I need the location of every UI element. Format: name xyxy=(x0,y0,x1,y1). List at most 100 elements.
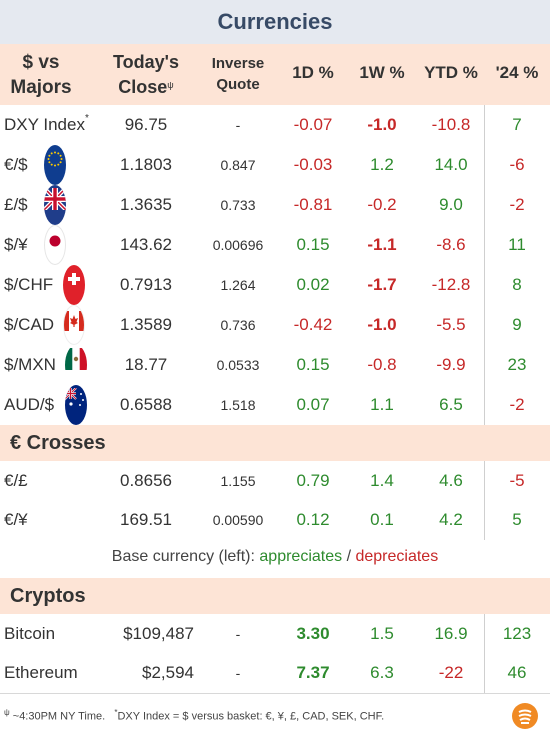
change-ytd: 4.6 xyxy=(439,471,463,490)
change-ytd: -10.8 xyxy=(431,115,471,134)
table-row-usdchf: $/CHF 0.7913 1.264 0.02 -1.7 -12.8 8 xyxy=(0,265,550,305)
inverse-value: 0.0533 xyxy=(216,357,260,373)
close-value: 96.75 xyxy=(124,115,168,134)
change-1d: -0.03 xyxy=(293,155,333,174)
change-2024: 9 xyxy=(512,315,522,334)
inverse-value: - xyxy=(235,665,241,681)
inverse-value: 0.00590 xyxy=(212,512,264,528)
change-1w: -0.2 xyxy=(367,195,397,214)
table-row-eurjpy: €/¥ 169.51 0.00590 0.12 0.1 4.2 5 xyxy=(0,500,550,540)
table-row-audusd: AUD/$ 0.6588 1.518 0.07 1.1 6.5 -2 xyxy=(0,385,550,425)
table-row-usdmxn: $/MXN 18.77 0.0533 0.15 -0.8 -9.9 23 xyxy=(0,345,550,385)
close-value: 1.3635 xyxy=(120,195,172,214)
header-1d: 1D % xyxy=(292,63,334,82)
change-ytd: 16.9 xyxy=(434,624,468,643)
change-1d: -0.81 xyxy=(293,195,333,214)
change-1d: 0.15 xyxy=(296,235,330,254)
table-row-eurusd: €/$ 1.1803 0.847 -0.03 1.2 14.0 -6 xyxy=(0,145,550,185)
change-2024: -2 xyxy=(509,395,525,414)
change-1d: 7.37 xyxy=(296,663,330,682)
mexico-flag-icon xyxy=(65,345,87,385)
pair-name: $/MXN xyxy=(4,355,56,374)
pair-name: €/¥ xyxy=(4,510,28,529)
close-value: $109,487 xyxy=(123,624,194,643)
change-2024: 8 xyxy=(512,275,522,294)
legend-depreciates: depreciates xyxy=(355,548,439,565)
change-1d: 0.12 xyxy=(296,510,330,529)
close-value: 1.1803 xyxy=(120,155,172,174)
header-2024: '24 % xyxy=(495,63,539,82)
eu-flag-icon xyxy=(44,145,66,185)
table-row-gbpusd: £/$ 1.3635 0.733 -0.81 -0.2 9.0 -2 xyxy=(0,185,550,225)
change-ytd: 14.0 xyxy=(434,155,468,174)
psi-mark: ψ xyxy=(167,80,174,90)
section-crosses: € Crosses xyxy=(0,425,550,461)
footer: ψ ~4:30PM NY Time. *DXY Index = $ versus… xyxy=(0,693,550,736)
close-value: 18.77 xyxy=(124,355,168,374)
inverse-value: 1.155 xyxy=(220,473,256,489)
change-ytd: 9.0 xyxy=(439,195,463,214)
change-1w: 1.1 xyxy=(370,395,394,414)
inverse-value: - xyxy=(235,626,241,642)
change-ytd: 6.5 xyxy=(439,395,463,414)
table-row-usdjpy: $/¥ 143.62 0.00696 0.15 -1.1 -8.6 11 xyxy=(0,225,550,265)
close-value: 0.7913 xyxy=(120,275,172,294)
inverse-value: 1.264 xyxy=(220,277,256,293)
pair-name: DXY Index* xyxy=(4,113,89,134)
section-cryptos: Cryptos xyxy=(0,578,550,614)
change-1w: 1.2 xyxy=(370,155,394,174)
inverse-value: 0.847 xyxy=(220,157,256,173)
close-value: $2,594 xyxy=(142,663,194,682)
change-2024: 123 xyxy=(502,624,532,643)
footnote: ψ ~4:30PM NY Time. *DXY Index = $ versus… xyxy=(4,708,385,723)
change-ytd: -8.6 xyxy=(436,235,466,254)
pair-name: $/¥ xyxy=(4,235,28,254)
change-2024: 7 xyxy=(512,115,522,134)
change-1d: -0.42 xyxy=(293,315,333,334)
australia-flag-icon xyxy=(65,385,87,425)
pair-name: $/CAD xyxy=(4,315,55,334)
change-2024: 23 xyxy=(507,355,527,374)
change-1w: -1.1 xyxy=(367,235,397,254)
header-pair: $ vs Majors xyxy=(10,52,72,98)
brand-logo-icon xyxy=(512,703,538,729)
japan-flag-icon xyxy=(44,225,66,265)
crypto-name: Bitcoin xyxy=(4,624,56,643)
inverse-value: - xyxy=(235,117,241,133)
change-1d: 0.79 xyxy=(296,471,330,490)
table-row-eurgbp: €/£ 0.8656 1.155 0.79 1.4 4.6 -5 xyxy=(0,461,550,501)
close-value: 0.6588 xyxy=(120,395,172,414)
change-1d: -0.07 xyxy=(293,115,333,134)
close-value: 169.51 xyxy=(120,510,172,529)
table-row-usdcad: $/CAD 1.3589 0.736 -0.42 -1.0 -5.5 9 xyxy=(0,305,550,345)
inverse-value: 1.518 xyxy=(220,397,256,413)
header-inverse: Inverse Quote xyxy=(211,55,265,93)
pair-name: AUD/$ xyxy=(4,395,55,414)
inverse-value: 0.00696 xyxy=(212,237,264,253)
change-1d: 0.15 xyxy=(296,355,330,374)
change-ytd: -9.9 xyxy=(436,355,466,374)
table-header: $ vs Majors Today's Closeψ Inverse Quote… xyxy=(0,44,550,105)
close-value: 143.62 xyxy=(120,235,172,254)
change-2024: 46 xyxy=(507,663,527,682)
table-row-bitcoin: Bitcoin $109,487 - 3.30 1.5 16.9 123 xyxy=(0,614,550,654)
change-ytd: -22 xyxy=(438,663,464,682)
table-row-ethereum: Ethereum $2,594 - 7.37 6.3 -22 46 xyxy=(0,653,550,693)
change-ytd: -12.8 xyxy=(431,275,471,294)
change-1w: -1.7 xyxy=(367,275,397,294)
header-1w: 1W % xyxy=(359,63,405,82)
inverse-value: 0.736 xyxy=(220,317,256,333)
change-ytd: 4.2 xyxy=(439,510,463,529)
close-value: 1.3589 xyxy=(120,315,172,334)
column-divider xyxy=(484,105,485,425)
change-1w: 0.1 xyxy=(370,510,394,529)
swiss-flag-icon xyxy=(63,265,85,305)
page-title: Currencies xyxy=(217,9,333,34)
section-title: € Crosses xyxy=(10,432,106,454)
column-divider xyxy=(484,614,485,693)
change-1w: 1.4 xyxy=(370,471,394,490)
title-bar: Currencies xyxy=(0,0,550,44)
change-2024: -5 xyxy=(509,471,525,490)
change-1d: 0.07 xyxy=(296,395,330,414)
change-1w: -1.0 xyxy=(367,115,397,134)
